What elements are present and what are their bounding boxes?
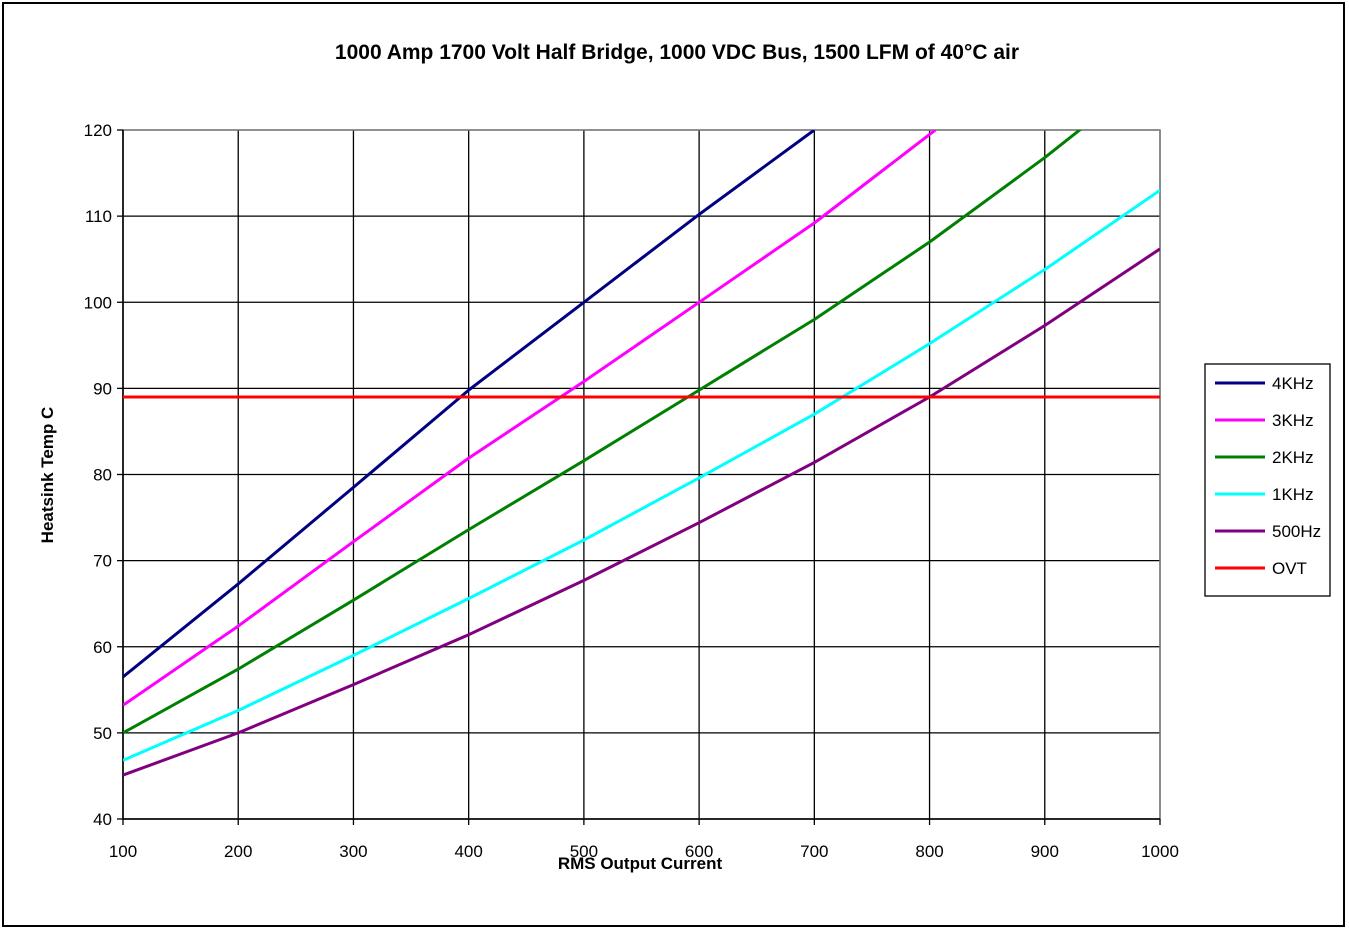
legend-box [1204, 363, 1331, 597]
legend-label-ovt: OVT [1272, 559, 1307, 578]
y-tick-label: 120 [84, 121, 112, 140]
x-tick-label: 900 [1031, 842, 1059, 861]
series-line-1khz [123, 189, 1160, 762]
x-tick-label: 700 [800, 842, 828, 861]
legend-label-500hz: 500Hz [1272, 522, 1321, 541]
y-tick-label: 90 [93, 379, 112, 398]
x-tick-label: 800 [915, 842, 943, 861]
legend-label-4khz: 4KHz [1272, 374, 1314, 393]
y-tick-label: 100 [84, 293, 112, 312]
y-axis-label: Heatsink Temp C [38, 407, 57, 544]
y-tick-label: 50 [93, 724, 112, 743]
y-tick-label: 60 [93, 638, 112, 657]
x-tick-label: 500 [570, 842, 598, 861]
y-tick-label: 70 [93, 552, 112, 571]
legend-label-1khz: 1KHz [1272, 485, 1314, 504]
legend-label-2khz: 2KHz [1272, 448, 1314, 467]
x-axis-label: RMS Output Current [558, 854, 723, 873]
grid [122, 129, 1161, 820]
x-tick-label: 400 [454, 842, 482, 861]
series-line-4khz [123, 130, 816, 679]
x-tick-label: 600 [685, 842, 713, 861]
x-tick-label: 300 [339, 842, 367, 861]
x-tick-label: 200 [224, 842, 252, 861]
x-tick-label: 1000 [1141, 842, 1179, 861]
chart-title: 1000 Amp 1700 Volt Half Bridge, 1000 VDC… [335, 41, 1019, 64]
y-tick-label: 110 [85, 207, 112, 226]
x-tick-label: 100 [109, 842, 137, 861]
legend-label-3khz: 3KHz [1272, 411, 1314, 430]
series-line-2khz [123, 130, 1083, 735]
y-tick-label: 40 [93, 810, 112, 829]
legend: 4KHz 3KHz 2KHz 1KHz 500Hz OVT [1204, 363, 1331, 597]
axis-ticks: 100 200 300 400 500 600 700 800 900 1000 40 50 60 70 8… [84, 121, 1179, 861]
y-tick-label: 80 [93, 466, 112, 485]
series-line-3khz [123, 130, 937, 707]
series-lines [123, 130, 1160, 777]
series-line-500hz [123, 247, 1160, 777]
